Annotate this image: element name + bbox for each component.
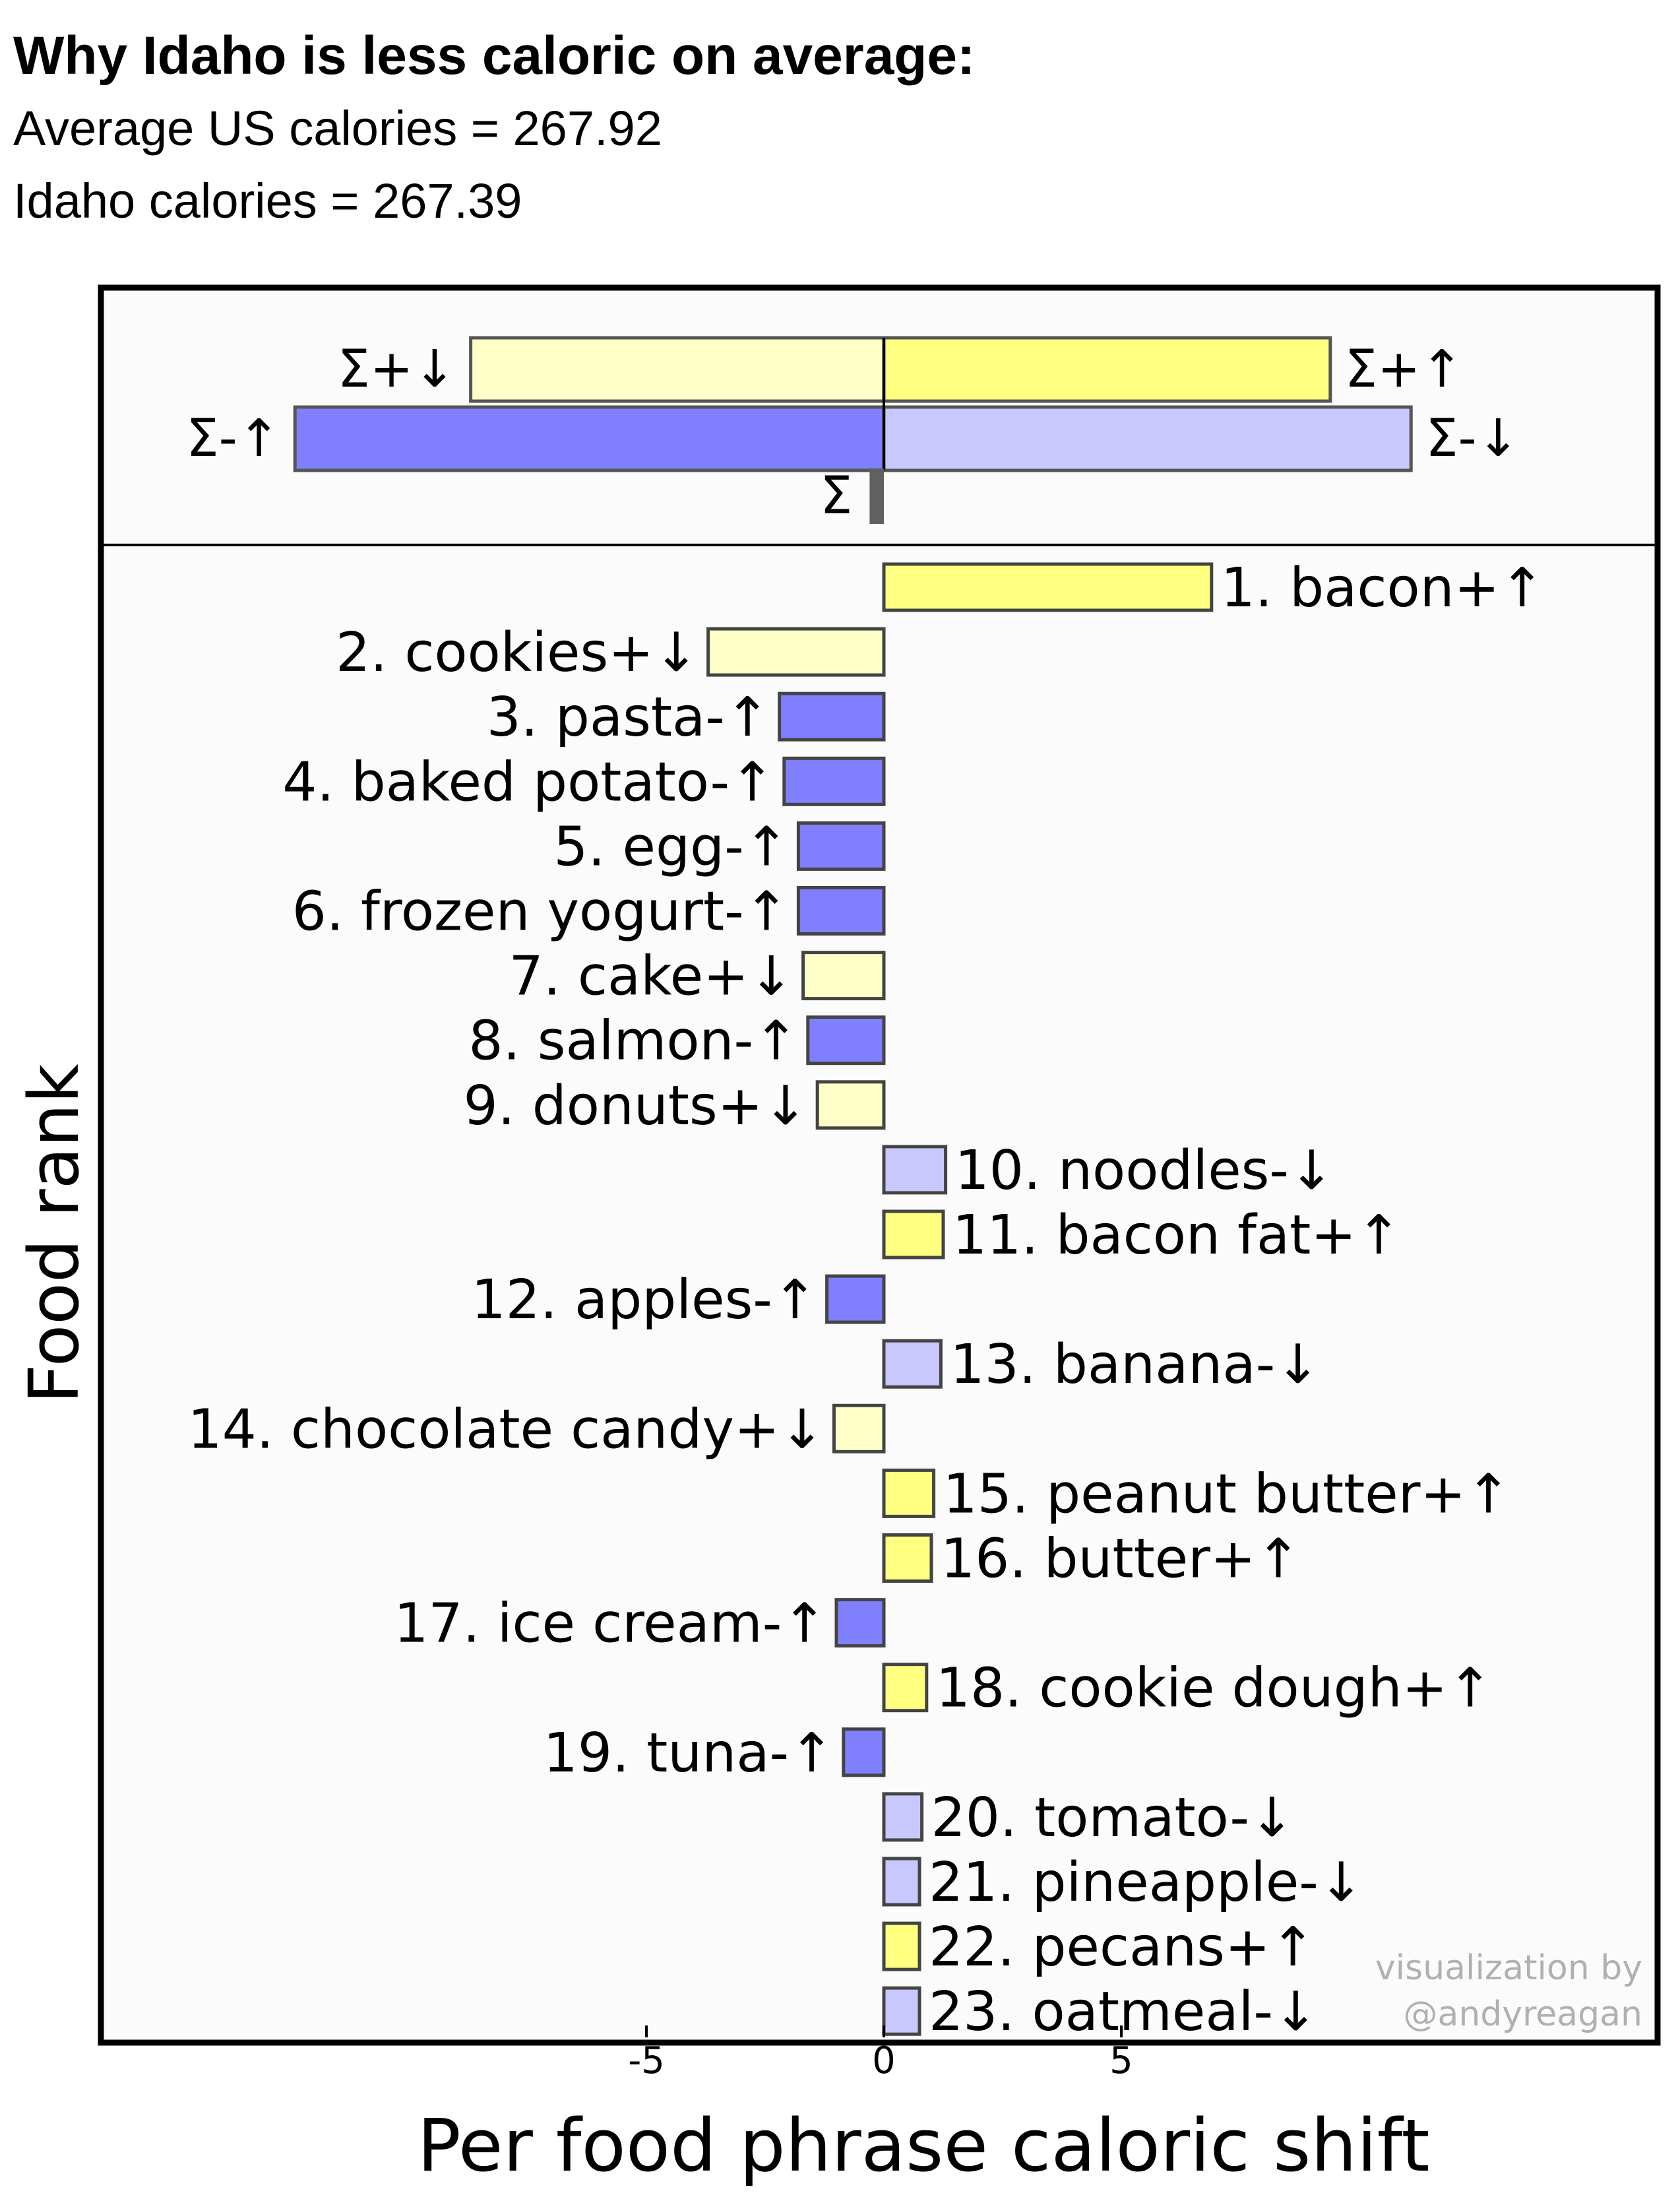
bar [778,691,886,742]
bar-label: 23. oatmeal-↓ [929,1981,1319,2043]
y-axis-label: Food rank [14,1064,94,1403]
average-us-calories: Average US calories = 267.92 [13,101,662,156]
summary-label: Σ+↓ [338,340,456,399]
x-axis-label: Per food phrase caloric shift [417,2103,1429,2188]
bar-label: 19. tuna-↑ [544,1722,834,1785]
bar-label: 16. butter+↑ [941,1528,1301,1591]
bar-label: 18. cookie dough+↑ [936,1657,1493,1720]
bar [882,1145,948,1195]
bar [815,1080,886,1130]
summary-bar [882,336,1332,403]
bar [832,1403,886,1453]
bar-label: 6. frozen yogurt-↑ [292,881,790,943]
idaho-calories: Idaho calories = 267.39 [13,174,522,228]
summary-total-label: Σ [820,466,852,526]
x-tick-label: -5 [628,2039,665,2082]
x-axis-ticks: -5 0 5 [628,2025,1133,2082]
bar [706,627,886,677]
bar-label: 9. donuts+↓ [463,1075,808,1137]
bar-label: 14. chocolate candy+↓ [187,1398,824,1461]
bar [834,1598,886,1648]
chart-title: Why Idaho is less caloric on average: [13,26,976,86]
summary-total-bar [869,468,884,524]
summary-bar [293,405,886,472]
summary-label: Σ+↑ [1345,340,1464,399]
bar [882,562,1214,612]
bar [801,951,886,1001]
bar-label: 7. cake+↓ [509,945,794,1008]
bar [882,1857,921,1907]
summary-bar [882,405,1413,472]
bar-label: 22. pecans+↑ [929,1916,1315,1979]
bar [882,1663,929,1713]
bar-label: 5. egg-↑ [553,815,789,878]
credit-line-1: visualization by [1375,1948,1642,1988]
plot-frame [98,284,1661,2046]
bar [882,1468,936,1518]
plot-background [101,288,1658,2043]
food-bars: 1. bacon+↑ 2. cookies+↓3. pasta-↑4. baked… [187,557,1545,2043]
summary-label: Σ-↑ [186,409,280,468]
bar [882,1533,933,1583]
summary-label: Σ-↓ [1425,409,1520,468]
credit-line-2: @andyreagan [1403,1994,1642,2034]
summary-bar [469,336,886,403]
bar [882,1986,921,2036]
bar-label: 2. cookies+↓ [336,621,699,684]
bar [782,756,886,806]
bar [882,1339,943,1389]
bar [825,1274,886,1324]
bar-label: 11. bacon fat+↑ [952,1204,1402,1267]
bar [796,886,886,936]
summary-bars: Σ+↓ Σ+↑ Σ-↑ Σ-↓ Σ [186,336,1520,526]
bar-label: 13. banana-↓ [950,1333,1321,1396]
bar-label: 1. bacon+↑ [1221,557,1545,620]
bar-label: 12. apples-↑ [472,1269,818,1331]
bar [882,1792,924,1842]
bar [882,1209,945,1259]
bar-label: 20. tomato-↓ [931,1787,1295,1849]
bar [882,1921,921,1971]
x-tick-label: 5 [1109,2039,1133,2082]
x-tick-label: 0 [872,2039,896,2082]
bar-label: 3. pasta-↑ [487,686,770,749]
bar-label: 4. baked potato-↑ [282,751,775,813]
bar [842,1727,886,1777]
bar-label: 17. ice cream-↑ [394,1593,827,1655]
bar [796,821,886,871]
bar-label: 10. noodles-↓ [955,1139,1334,1202]
bar-label: 15. peanut butter+↑ [943,1463,1511,1525]
bar [806,1015,886,1066]
bar-label: 21. pineapple-↓ [929,1851,1364,1914]
bar-label: 8. salmon-↑ [468,1010,798,1073]
